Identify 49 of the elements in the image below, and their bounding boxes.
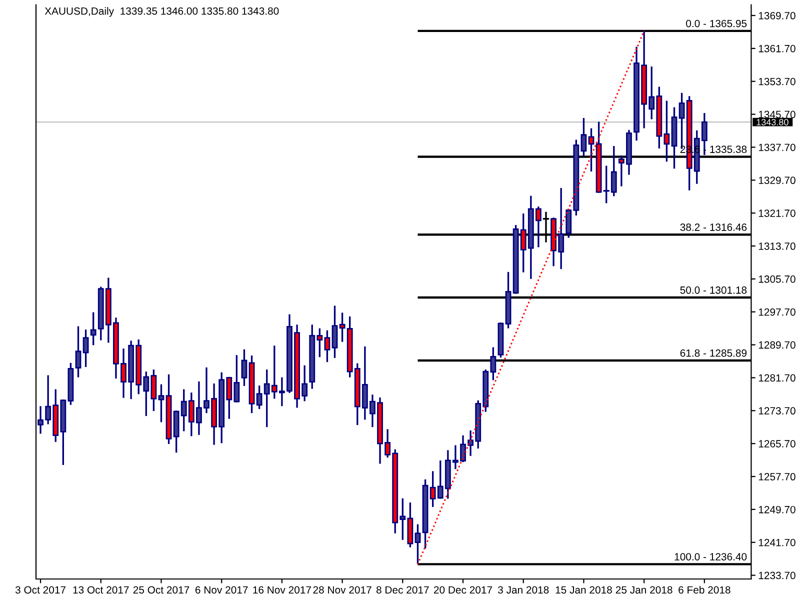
y-tick-label: 1353.70 [758, 78, 796, 86]
x-tick-label: 8 Dec 2017 [376, 586, 429, 594]
annotation: 61.8 - 1285.89 [680, 349, 747, 357]
candlestick [414, 523, 421, 566]
y-tick-label: 1361.70 [758, 44, 796, 52]
annotation: 100.0 - 1236.40 [674, 553, 747, 560]
x-tick-label: 6 Feb 2018 [678, 586, 730, 594]
y-tick-label: 1265.70 [758, 440, 796, 448]
candlestick [158, 383, 164, 424]
x-tick-label: 6 Nov 2017 [195, 586, 248, 594]
annotation: 0.0 - 1365.95 [686, 20, 747, 28]
x-tick-label: 25 Oct 2017 [133, 586, 190, 594]
y-tick-label: 1257.70 [758, 473, 796, 480]
candlestick [82, 328, 89, 368]
y-tick-label: 1369.70 [758, 12, 796, 20]
annotation: 23.6 - 1335.38 [680, 146, 747, 154]
y-tick-label: 1297.70 [758, 308, 796, 316]
x-tick-label: 3 Oct 2017 [15, 586, 66, 594]
y-tick-label: 1249.70 [758, 506, 796, 514]
y-tick-label: 1337.70 [758, 144, 796, 152]
line-series [416, 30, 645, 565]
candlestick [90, 311, 96, 346]
annotation: 50.0 - 1301.18 [680, 286, 747, 294]
y-tick-label: 1345.70 [758, 110, 796, 118]
x-tick-label: 15 Jan 2018 [556, 586, 612, 594]
x-tick-label: 16 Nov 2017 [253, 586, 311, 594]
ref-line-label: 1343.80 [756, 119, 788, 126]
y-tick-label: 1281.70 [758, 374, 796, 382]
y-tick-label: 1305.70 [758, 275, 796, 283]
y-tick-label: 1233.70 [758, 572, 796, 580]
candlestick [580, 117, 587, 158]
annotation: 38.2 - 1316.46 [680, 224, 747, 231]
candlestick [241, 348, 248, 387]
candlestick [324, 330, 330, 363]
y-tick-label: 1321.70 [758, 210, 796, 217]
chart-title: XAUUSD,Daily 1339.35 1346.00 1335.80 1343.80 [44, 7, 279, 17]
y-tick-label: 1289.70 [758, 341, 796, 349]
y-tick-label: 1313.70 [758, 242, 796, 250]
x-tick-label: 3 Jan 2018 [498, 586, 549, 594]
x-tick-label: 13 Oct 2017 [73, 586, 129, 594]
candlestick [75, 325, 82, 378]
x-tick-label: 25 Jan 2018 [616, 586, 672, 594]
y-tick-label: 1273.70 [758, 407, 796, 415]
candlestick [332, 304, 338, 359]
x-tick-label: 20 Dec 2017 [434, 586, 492, 594]
candlestick [588, 127, 594, 172]
x-tick-label: 28 Nov 2017 [313, 586, 372, 594]
y-tick-label: 1329.70 [758, 176, 796, 184]
y-tick-label: 1241.70 [758, 538, 796, 546]
